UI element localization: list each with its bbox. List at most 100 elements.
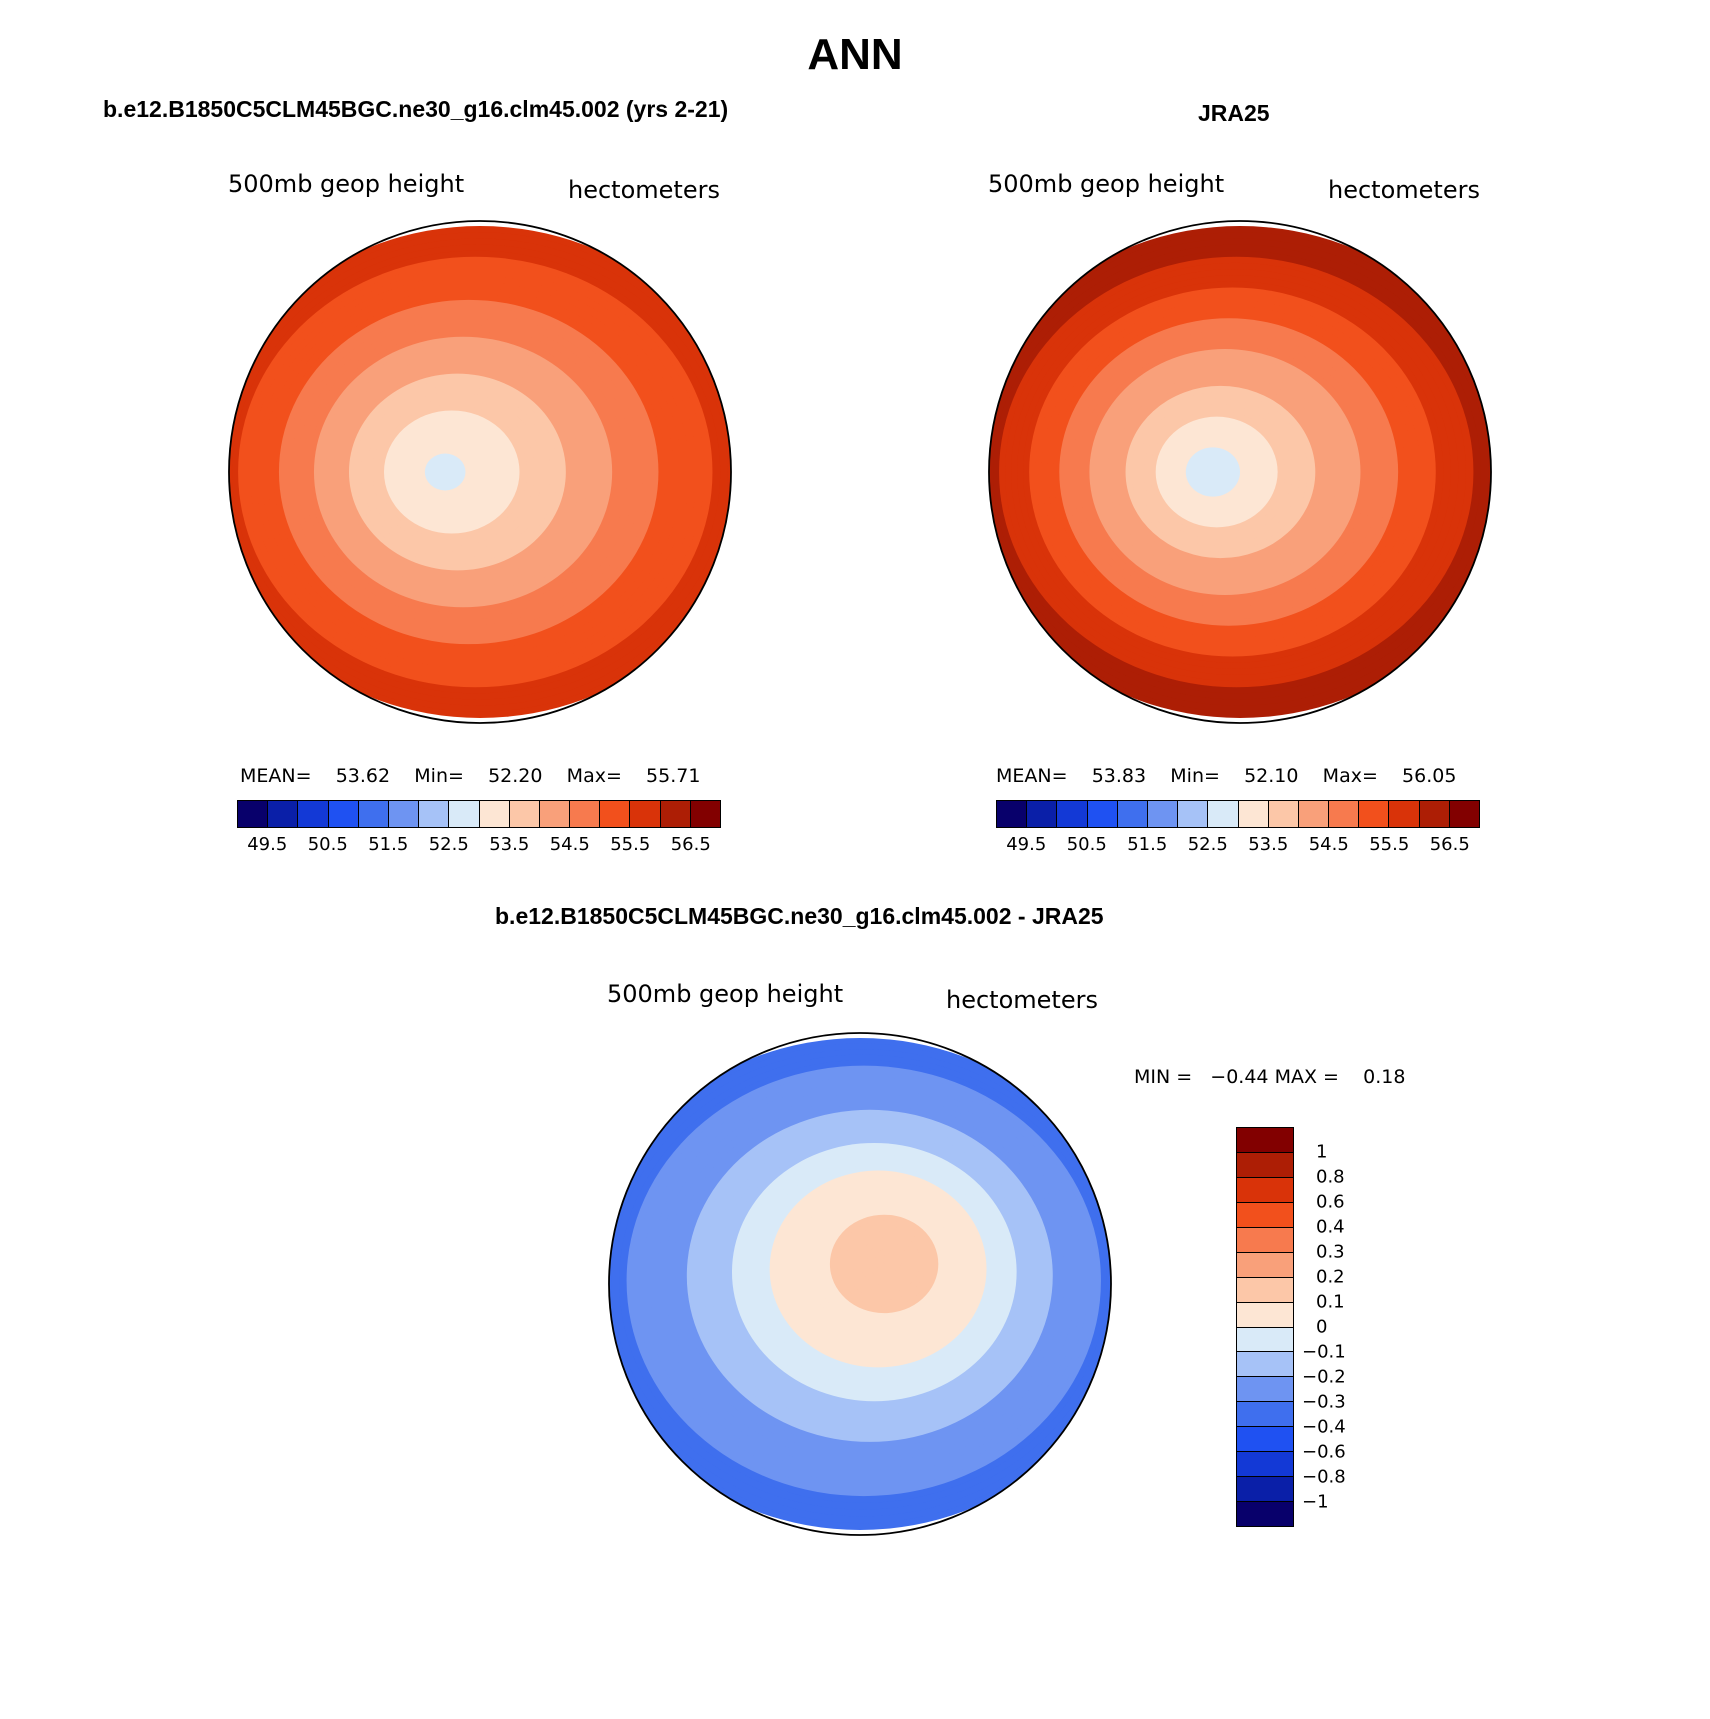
colorbar-swatch <box>1238 801 1269 827</box>
colorbar-swatch <box>1359 801 1390 827</box>
colorbar-tick-label: 0 <box>1316 1316 1328 1338</box>
map-boundary-circle <box>608 1032 1112 1536</box>
colorbar-swatch <box>600 801 631 827</box>
colorbar-swatch <box>1237 1227 1293 1253</box>
colorbar-swatch <box>238 801 269 827</box>
colorbar-swatch <box>690 801 720 827</box>
colorbar-tick-label: −0.4 <box>1302 1416 1346 1438</box>
colorbar-swatch <box>1237 1177 1293 1203</box>
panel2-max-value: 56.05 <box>1402 765 1457 787</box>
colorbar-swatch <box>1237 1427 1293 1453</box>
colorbar-swatch <box>1237 1128 1293 1153</box>
colorbar-tick-label: −1 <box>1302 1491 1329 1513</box>
colorbar-swatch <box>1237 1477 1293 1503</box>
panel2-mean-label: MEAN= <box>996 765 1068 787</box>
contour-fill-layer <box>989 226 1491 718</box>
colorbar-tick-label: 53.5 <box>489 834 530 855</box>
colorbar-swatch <box>1419 801 1450 827</box>
colorbar-tick-label: 53.5 <box>1248 834 1289 855</box>
panel1-min-label: Min= <box>414 765 464 787</box>
diff-polar-map <box>608 1032 1112 1536</box>
colorbar-tick-label: 54.5 <box>1308 834 1349 855</box>
colorbar-swatch <box>419 801 450 827</box>
colorbar-tick-label: 0.4 <box>1316 1216 1345 1238</box>
colorbar-swatch <box>630 801 661 827</box>
panel1-min-value: 52.20 <box>488 765 543 787</box>
colorbar-tick-label: −0.2 <box>1302 1366 1346 1388</box>
diff-colorbar <box>1236 1127 1294 1527</box>
panel1-polar-map <box>228 220 732 724</box>
colorbar-swatch <box>1268 801 1299 827</box>
figure-title: ANN <box>807 30 903 79</box>
contour-fill-layer <box>609 1038 1111 1530</box>
colorbar-tick-label: 52.5 <box>428 834 469 855</box>
colorbar-tick-label: 49.5 <box>247 834 288 855</box>
colorbar-swatch <box>660 801 691 827</box>
diff-units-label: hectometers <box>946 986 1098 1014</box>
colorbar-tick-label: −0.3 <box>1302 1391 1346 1413</box>
colorbar-swatch <box>479 801 510 827</box>
colorbar-tick-label: 0.8 <box>1316 1166 1345 1188</box>
panel1-max-value: 55.71 <box>646 765 701 787</box>
colorbar-swatch <box>1329 801 1360 827</box>
diff-min-label: MIN = <box>1134 1066 1193 1088</box>
map-boundary-circle <box>228 220 732 724</box>
panel2-stats: MEAN= 53.83 Min= 52.10 Max= 56.05 <box>996 765 1486 787</box>
colorbar-swatch <box>1237 1202 1293 1228</box>
colorbar-swatch <box>1449 801 1479 827</box>
colorbar-swatch <box>1027 801 1058 827</box>
panel1-stats: MEAN= 53.62 Min= 52.20 Max= 55.71 <box>240 765 720 787</box>
colorbar-swatch <box>997 801 1028 827</box>
colorbar-swatch <box>1237 1352 1293 1378</box>
diff-min-value: −0.44 <box>1210 1066 1269 1088</box>
panel2-min-label: Min= <box>1170 765 1220 787</box>
map-boundary-circle <box>988 220 1492 724</box>
colorbar-tick-label: 55.5 <box>1369 834 1410 855</box>
colorbar-swatch <box>1178 801 1209 827</box>
colorbar-swatch <box>1147 801 1179 827</box>
panel2-title: JRA25 <box>1198 100 1270 126</box>
colorbar-swatch <box>328 801 359 827</box>
colorbar-swatch <box>1237 1402 1293 1428</box>
colorbar-tick-label: 0.2 <box>1316 1266 1345 1288</box>
colorbar-swatch <box>509 801 540 827</box>
colorbar-tick-label: 51.5 <box>368 834 409 855</box>
colorbar-tick-label: 49.5 <box>1006 834 1047 855</box>
panel2-mean-value: 53.83 <box>1091 765 1147 787</box>
colorbar-swatch <box>358 801 389 827</box>
panel1-colorbar <box>237 800 721 828</box>
colorbar-swatch <box>1237 1377 1293 1403</box>
colorbar-tick-label: 0.3 <box>1316 1241 1345 1263</box>
colorbar-tick-label: 56.5 <box>670 834 711 855</box>
colorbar-tick-label: 0.6 <box>1316 1191 1345 1213</box>
colorbar-tick-label: 50.5 <box>1066 834 1107 855</box>
panel2-min-value: 52.10 <box>1244 765 1299 787</box>
diff-title: b.e12.B1850C5CLM45BGC.ne30_g16.clm45.002… <box>495 903 1104 929</box>
colorbar-swatch <box>1389 801 1420 827</box>
colorbar-swatch <box>1237 1327 1293 1353</box>
colorbar-tick-label: 1 <box>1316 1141 1328 1163</box>
colorbar-swatch <box>1237 1152 1293 1178</box>
colorbar-swatch <box>1208 801 1239 827</box>
panel2-colorbar <box>996 800 1480 828</box>
panel2-max-label: Max= <box>1322 765 1378 787</box>
contour-fill-layer <box>229 226 731 718</box>
colorbar-swatch <box>1237 1302 1293 1328</box>
colorbar-tick-label: 51.5 <box>1127 834 1168 855</box>
panel2-polar-map <box>988 220 1492 724</box>
panel1-mean-value: 53.62 <box>335 765 391 787</box>
colorbar-tick-label: −0.8 <box>1302 1466 1346 1488</box>
panel1-title: b.e12.B1850C5CLM45BGC.ne30_g16.clm45.002… <box>103 96 729 122</box>
contour-band <box>1203 465 1218 479</box>
colorbar-swatch <box>1057 801 1088 827</box>
diff-max-label: MAX = <box>1274 1066 1339 1088</box>
panel2-variable-label: 500mb geop height <box>988 170 1225 198</box>
colorbar-tick-label: 54.5 <box>549 834 590 855</box>
contour-band <box>882 1253 897 1266</box>
colorbar-swatch <box>268 801 299 827</box>
colorbar-swatch <box>1237 1277 1293 1303</box>
panel1-mean-label: MEAN= <box>240 765 312 787</box>
colorbar-swatch <box>539 801 571 827</box>
colorbar-swatch <box>570 801 601 827</box>
colorbar-swatch <box>388 801 420 827</box>
